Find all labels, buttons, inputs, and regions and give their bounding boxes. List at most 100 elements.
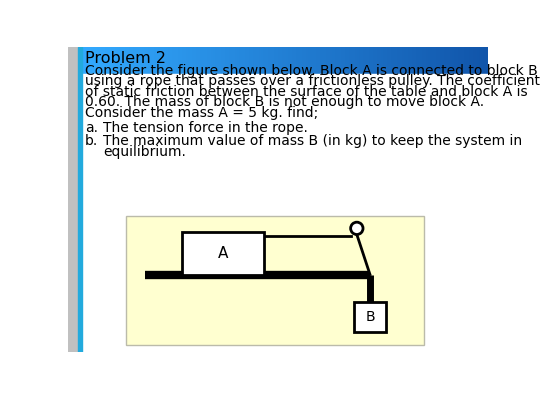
Bar: [126, 216, 424, 345]
Bar: [131, 47, 133, 74]
Bar: [134, 47, 137, 74]
Bar: [346, 47, 348, 74]
Bar: [376, 47, 378, 74]
Bar: [425, 47, 427, 74]
Bar: [340, 47, 342, 74]
Bar: [350, 47, 352, 74]
Text: using a rope that passes over a frictionless pulley. The coefficient: using a rope that passes over a friction…: [85, 74, 540, 88]
Bar: [283, 47, 285, 74]
Bar: [482, 47, 484, 74]
Bar: [474, 47, 476, 74]
Bar: [460, 47, 462, 74]
Bar: [484, 47, 486, 74]
Bar: [248, 47, 250, 74]
Text: Consider the mass A = 5 kg. find;: Consider the mass A = 5 kg. find;: [85, 106, 318, 120]
Bar: [406, 47, 409, 74]
Bar: [449, 47, 451, 74]
Bar: [250, 47, 253, 74]
Bar: [82, 47, 84, 74]
Bar: [431, 47, 434, 74]
Bar: [242, 47, 244, 74]
Bar: [360, 47, 362, 74]
Bar: [145, 47, 147, 74]
Bar: [409, 47, 411, 74]
Bar: [335, 47, 338, 74]
Bar: [270, 47, 273, 74]
Bar: [246, 47, 249, 74]
Bar: [429, 47, 431, 74]
Bar: [68, 47, 78, 352]
Bar: [169, 47, 171, 74]
Bar: [193, 47, 196, 74]
Bar: [86, 47, 88, 74]
Bar: [382, 47, 385, 74]
Bar: [104, 47, 106, 74]
Bar: [396, 47, 399, 74]
Bar: [295, 47, 298, 74]
Bar: [390, 47, 393, 74]
Bar: [437, 47, 440, 74]
Bar: [415, 47, 417, 74]
Bar: [163, 47, 165, 74]
Bar: [403, 47, 405, 74]
Bar: [222, 47, 224, 74]
Bar: [352, 47, 354, 74]
Bar: [106, 47, 108, 74]
Bar: [301, 47, 304, 74]
Bar: [423, 47, 425, 74]
Bar: [179, 47, 182, 74]
Bar: [354, 302, 386, 331]
Bar: [232, 47, 234, 74]
Bar: [259, 47, 261, 74]
Bar: [230, 47, 233, 74]
Bar: [364, 47, 366, 74]
Bar: [267, 47, 269, 74]
Text: The maximum value of mass B (in kg) to keep the system in: The maximum value of mass B (in kg) to k…: [104, 134, 522, 148]
Bar: [199, 47, 202, 74]
Text: b.: b.: [85, 134, 98, 148]
Bar: [384, 47, 386, 74]
Text: Problem 2: Problem 2: [85, 51, 166, 66]
Bar: [238, 47, 241, 74]
Bar: [457, 47, 460, 74]
Bar: [155, 47, 157, 74]
Bar: [128, 47, 131, 74]
Bar: [480, 47, 482, 74]
Bar: [220, 47, 222, 74]
Bar: [321, 47, 324, 74]
Text: B: B: [365, 310, 375, 324]
Bar: [305, 47, 307, 74]
Bar: [256, 47, 259, 74]
Bar: [281, 47, 283, 74]
Bar: [153, 47, 155, 74]
Bar: [330, 47, 332, 74]
Bar: [388, 47, 391, 74]
Bar: [120, 47, 122, 74]
Bar: [204, 47, 206, 74]
Bar: [159, 47, 162, 74]
Bar: [463, 47, 466, 74]
Bar: [325, 47, 328, 74]
Bar: [455, 47, 458, 74]
Bar: [313, 47, 315, 74]
Bar: [177, 47, 179, 74]
Bar: [417, 47, 419, 74]
Bar: [183, 232, 264, 275]
Bar: [362, 47, 364, 74]
Bar: [139, 47, 141, 74]
Bar: [210, 47, 212, 74]
Bar: [137, 47, 139, 74]
Bar: [191, 47, 194, 74]
Bar: [285, 47, 287, 74]
Bar: [175, 47, 178, 74]
Bar: [289, 47, 291, 74]
Bar: [354, 47, 356, 74]
Bar: [380, 47, 383, 74]
Bar: [147, 47, 149, 74]
Bar: [468, 47, 470, 74]
Bar: [338, 47, 340, 74]
Bar: [319, 47, 322, 74]
Bar: [299, 47, 301, 74]
Bar: [439, 47, 442, 74]
Bar: [370, 47, 372, 74]
